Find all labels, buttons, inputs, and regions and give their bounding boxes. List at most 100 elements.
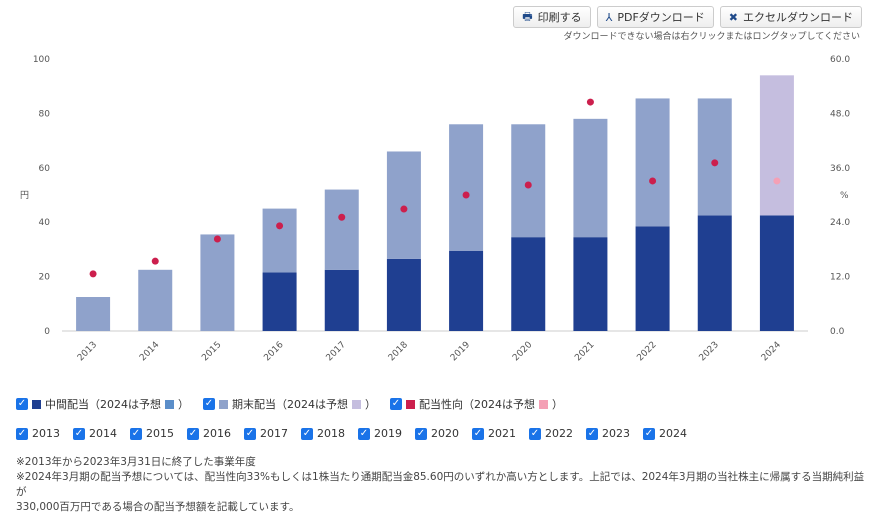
pdf-download-button[interactable]: ⅄ PDFダウンロード bbox=[596, 6, 714, 28]
payout-point-2015 bbox=[213, 235, 221, 243]
checkbox-icon[interactable]: ✓ bbox=[529, 427, 541, 440]
y-tick-label: 80 bbox=[39, 109, 51, 119]
checkbox-icon[interactable]: ✓ bbox=[358, 427, 370, 440]
checkbox-icon[interactable]: ✓ bbox=[73, 427, 85, 440]
year-filters: ✓ 2013 ✓ 2014 ✓ 2015 ✓ 2016 ✓ 2017 ✓ 2018 ✓ 2019 ✓ 2020… bbox=[16, 427, 687, 440]
legend-payout[interactable]: ✓ 配当性向（2024は予想 ） bbox=[390, 396, 563, 412]
year-filter-2020[interactable]: ✓ 2020 bbox=[415, 427, 459, 440]
payout-point-2023 bbox=[711, 159, 719, 167]
bar-final-2020 bbox=[511, 124, 546, 238]
legend-label: 配当性向（2024は予想 bbox=[419, 398, 535, 411]
year-label: 2023 bbox=[602, 427, 630, 440]
year-filter-2019[interactable]: ✓ 2019 bbox=[358, 427, 402, 440]
checkbox-icon[interactable]: ✓ bbox=[643, 427, 655, 440]
legend-final[interactable]: ✓ 期末配当（2024は予想 ） bbox=[203, 396, 376, 412]
bar-interim-2018 bbox=[386, 258, 421, 331]
y-tick-label: 40 bbox=[39, 218, 51, 228]
checkbox-icon[interactable]: ✓ bbox=[244, 427, 256, 440]
payout-point-2014 bbox=[151, 257, 159, 265]
x-tick-label: 2015 bbox=[200, 340, 223, 363]
printer-icon: 🖶 bbox=[522, 9, 533, 23]
y2-tick-label: 36.0 bbox=[830, 164, 850, 174]
legend-label: 中間配当（2024は予想 bbox=[45, 398, 161, 411]
bar-final-2017 bbox=[324, 189, 359, 270]
checkbox-icon[interactable]: ✓ bbox=[301, 427, 313, 440]
checkbox-icon[interactable]: ✓ bbox=[130, 427, 142, 440]
bar-interim-2022 bbox=[635, 226, 670, 331]
year-filter-2015[interactable]: ✓ 2015 bbox=[130, 427, 174, 440]
year-filter-2023[interactable]: ✓ 2023 bbox=[586, 427, 630, 440]
year-filter-2021[interactable]: ✓ 2021 bbox=[472, 427, 516, 440]
bar-interim-2020 bbox=[511, 237, 546, 331]
download-note: ダウンロードできない場合は右クリックまたはロングタップしてください bbox=[563, 32, 860, 42]
year-label: 2017 bbox=[260, 427, 288, 440]
year-label: 2021 bbox=[488, 427, 516, 440]
year-label: 2020 bbox=[431, 427, 459, 440]
bar-interim-2019 bbox=[449, 250, 484, 331]
payout-point-2022 bbox=[649, 177, 657, 185]
payout-forecast-swatch bbox=[539, 399, 548, 409]
legend-close: ） bbox=[178, 398, 189, 411]
legend-label: 期末配当（2024は予想 bbox=[232, 398, 348, 411]
legend-close: ） bbox=[365, 398, 376, 411]
y-axis-label: 円 bbox=[20, 190, 29, 201]
checkbox-icon[interactable]: ✓ bbox=[390, 398, 402, 410]
payout-point-2019 bbox=[462, 191, 470, 199]
year-filter-2013[interactable]: ✓ 2013 bbox=[16, 427, 60, 440]
year-filter-2022[interactable]: ✓ 2022 bbox=[529, 427, 573, 440]
checkbox-icon[interactable]: ✓ bbox=[203, 398, 215, 410]
dividend-chart: 0 20 40 60 80 100 0.0 12.0 24.0 36.0 48.0 60.0 円 % 201… bbox=[20, 55, 850, 363]
payout-swatch bbox=[406, 399, 415, 409]
x-tick-label: 2017 bbox=[325, 340, 348, 363]
excel-download-button[interactable]: ✖ エクセルダウンロード bbox=[719, 6, 862, 28]
year-filter-2017[interactable]: ✓ 2017 bbox=[244, 427, 288, 440]
year-label: 2015 bbox=[146, 427, 174, 440]
y2-tick-label: 24.0 bbox=[830, 218, 850, 228]
excel-icon: ✖ bbox=[728, 10, 738, 24]
x-tick-label: 2014 bbox=[138, 340, 161, 363]
year-label: 2024 bbox=[659, 427, 687, 440]
x-tick-label: 2023 bbox=[698, 340, 721, 363]
final-swatch bbox=[219, 399, 228, 409]
year-label: 2018 bbox=[317, 427, 345, 440]
legend-interim[interactable]: ✓ 中間配当（2024は予想 ） bbox=[16, 396, 189, 412]
checkbox-icon[interactable]: ✓ bbox=[415, 427, 427, 440]
x-tick-label: 2013 bbox=[76, 340, 99, 363]
bar-final-2019 bbox=[449, 124, 484, 251]
checkbox-icon[interactable]: ✓ bbox=[16, 398, 28, 410]
legend-close: ） bbox=[552, 398, 563, 411]
year-label: 2016 bbox=[203, 427, 231, 440]
x-tick-label: 2020 bbox=[511, 340, 534, 363]
year-filter-2024[interactable]: ✓ 2024 bbox=[643, 427, 687, 440]
y-tick-label: 60 bbox=[39, 164, 51, 174]
year-label: 2013 bbox=[32, 427, 60, 440]
interim-swatch bbox=[32, 399, 41, 409]
x-tick-label: 2018 bbox=[387, 340, 410, 363]
bar-final-2015 bbox=[200, 234, 235, 331]
year-label: 2022 bbox=[545, 427, 573, 440]
bar-final-2018 bbox=[386, 151, 421, 259]
bar-final-2022 bbox=[635, 98, 670, 227]
x-tick-label: 2021 bbox=[573, 340, 596, 363]
print-button[interactable]: 🖶 印刷する bbox=[513, 6, 591, 28]
payout-point-2021 bbox=[586, 98, 594, 106]
y-tick-label: 100 bbox=[33, 55, 50, 65]
footnote: ※2013年から2023年3月31日に終了した事業年度 bbox=[16, 456, 256, 468]
bar-interim-2021 bbox=[573, 237, 608, 331]
year-filter-2018[interactable]: ✓ 2018 bbox=[301, 427, 345, 440]
interim-forecast-swatch bbox=[165, 399, 174, 409]
final-forecast-swatch bbox=[352, 399, 361, 409]
y2-tick-label: 12.0 bbox=[830, 273, 850, 283]
bar-final-2021 bbox=[573, 118, 608, 238]
year-filter-2016[interactable]: ✓ 2016 bbox=[187, 427, 231, 440]
series-legend: ✓ 中間配当（2024は予想 ） ✓ 期末配当（2024は予想 ） ✓ 配当性向（2024… bbox=[16, 396, 563, 412]
checkbox-icon[interactable]: ✓ bbox=[586, 427, 598, 440]
payout-point-2013 bbox=[89, 270, 97, 278]
bar-interim-2023 bbox=[697, 215, 732, 331]
checkbox-icon[interactable]: ✓ bbox=[187, 427, 199, 440]
x-tick-label: 2024 bbox=[760, 340, 783, 363]
checkbox-icon[interactable]: ✓ bbox=[16, 427, 28, 440]
payout-point-2016 bbox=[276, 222, 284, 230]
checkbox-icon[interactable]: ✓ bbox=[472, 427, 484, 440]
year-filter-2014[interactable]: ✓ 2014 bbox=[73, 427, 117, 440]
